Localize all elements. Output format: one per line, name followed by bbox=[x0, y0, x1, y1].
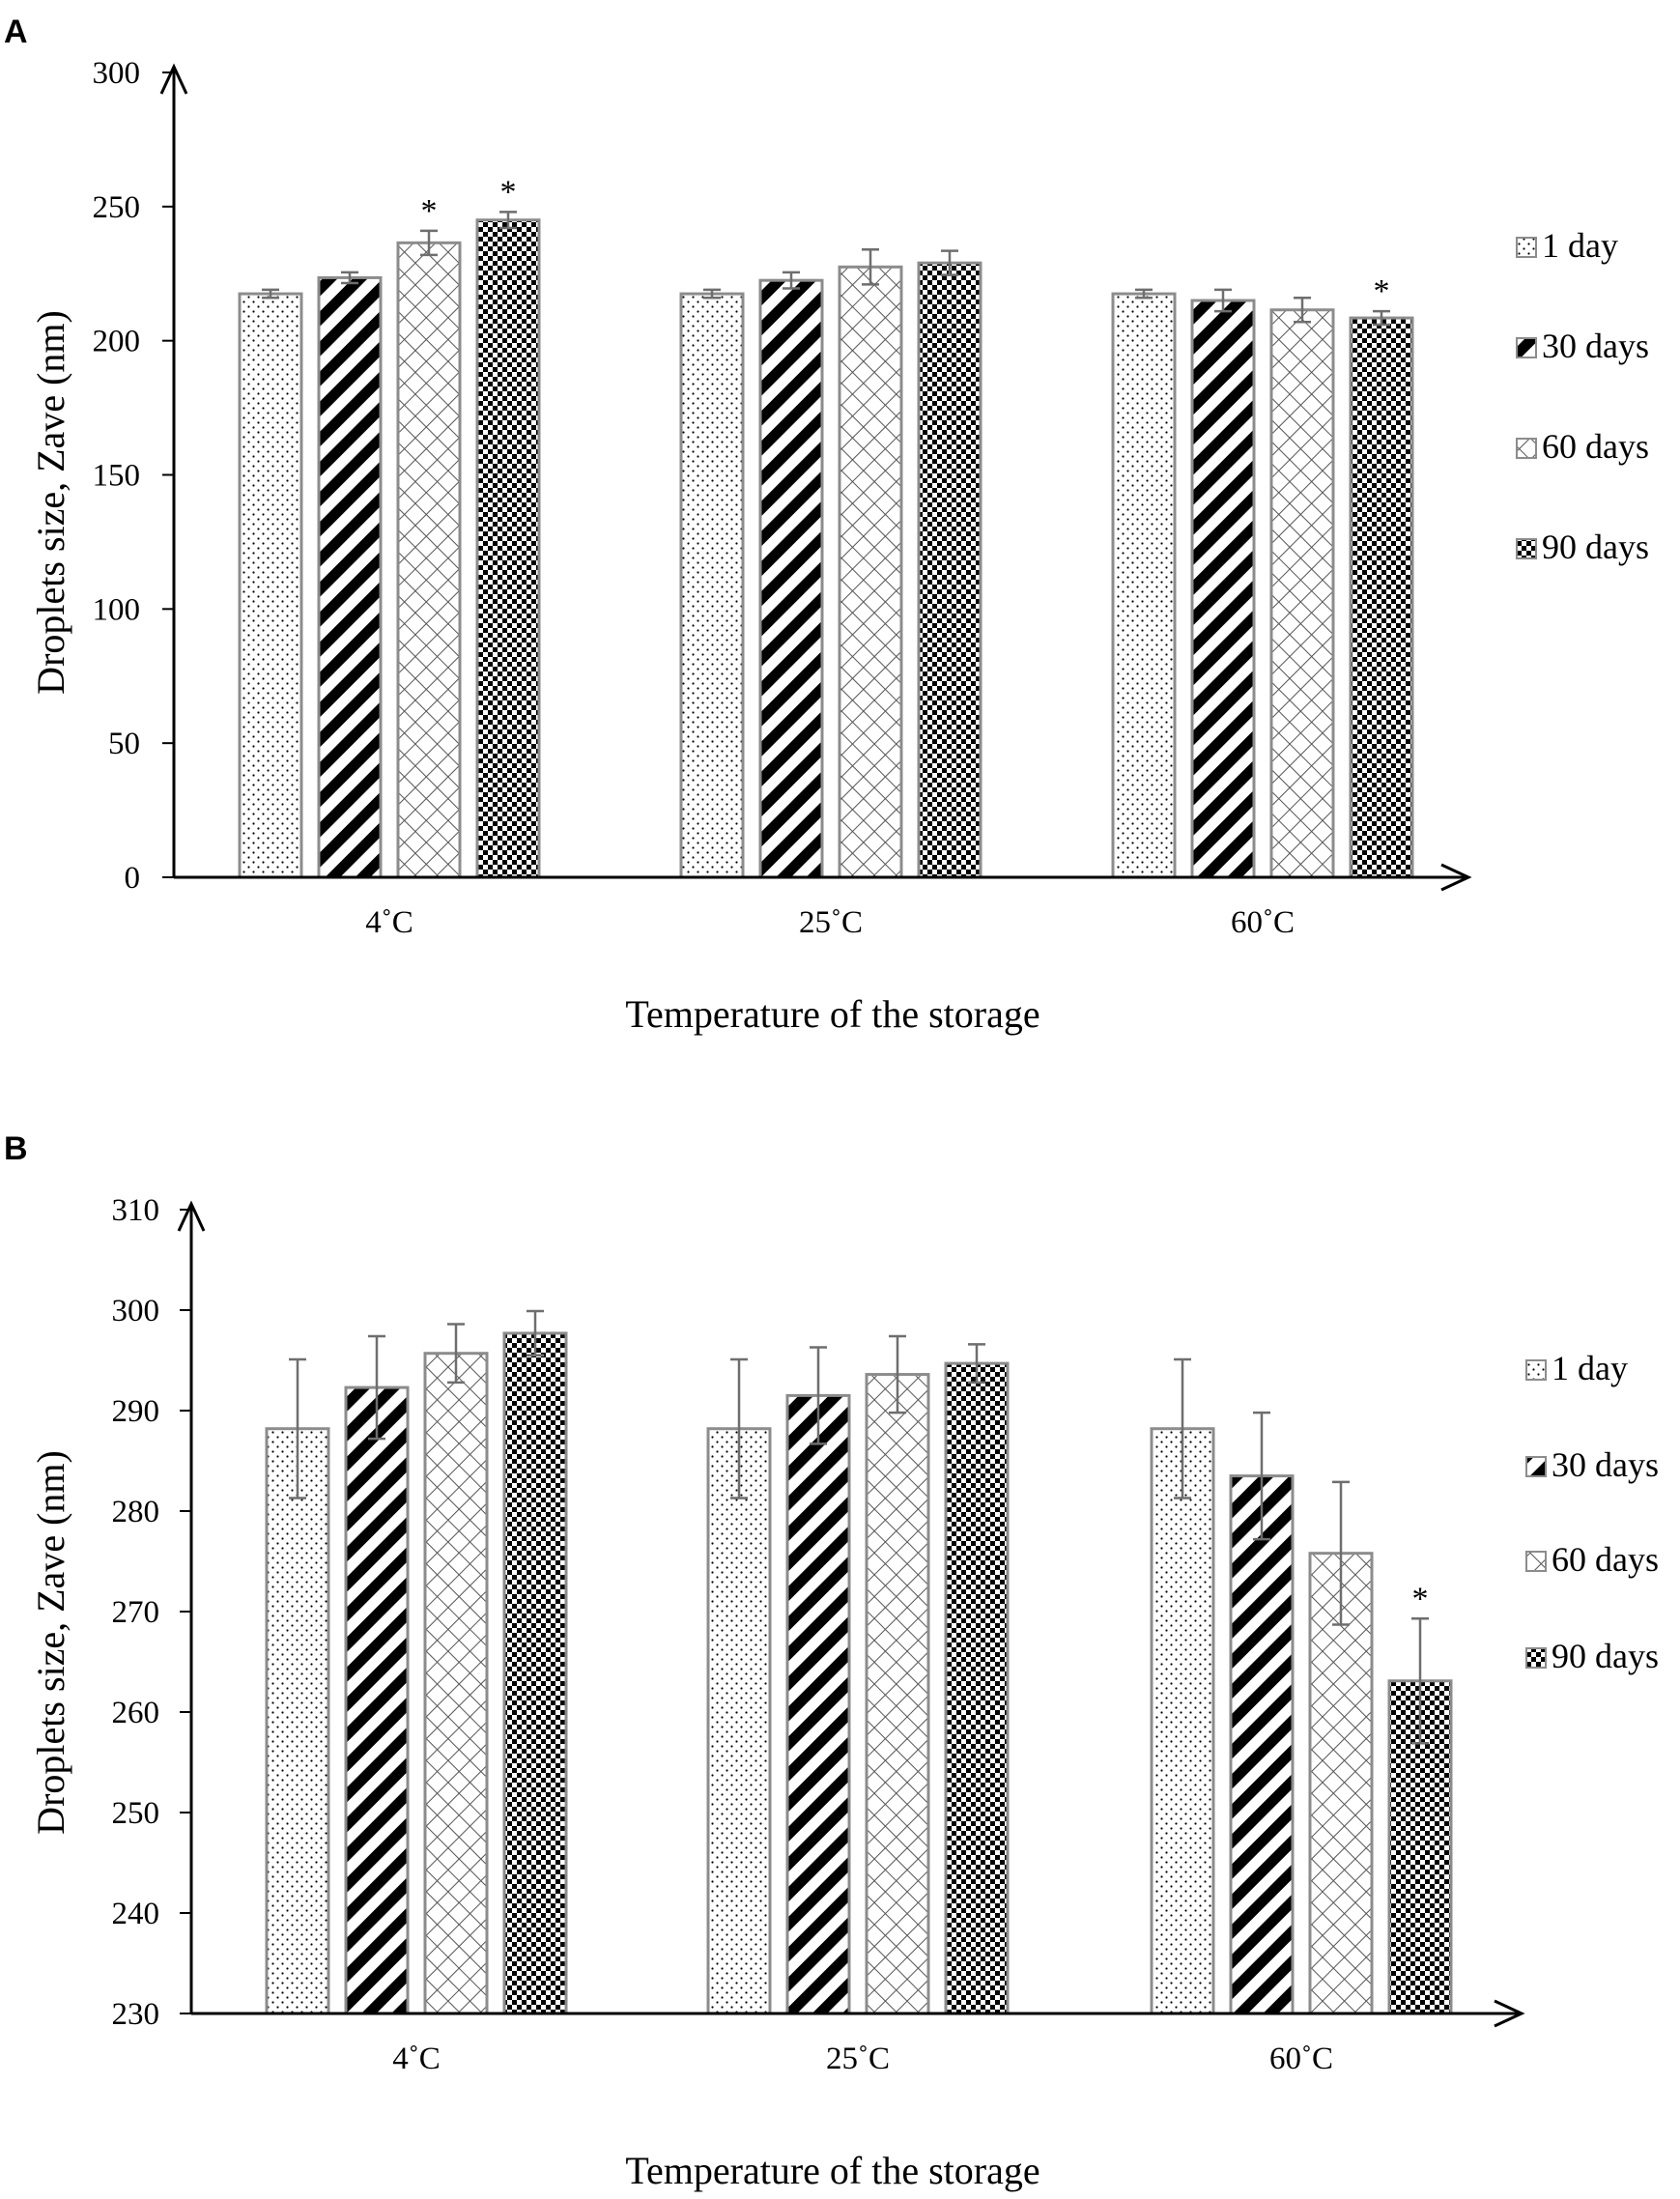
x-axis-arrowhead bbox=[1494, 1999, 1525, 2028]
significance-marker: * bbox=[421, 193, 438, 229]
legend-label: 90 days bbox=[1552, 1637, 1659, 1675]
panel-b-x-axis-title: Temperature of the storage bbox=[625, 2149, 1039, 2192]
bar bbox=[679, 292, 745, 879]
significance-marker: * bbox=[500, 174, 517, 210]
bar bbox=[475, 218, 541, 879]
y-tick-label: 250 bbox=[93, 190, 141, 225]
bar bbox=[865, 1373, 930, 2015]
panel-a-letter: A bbox=[4, 14, 28, 50]
bar bbox=[238, 292, 303, 879]
y-tick-label: 200 bbox=[93, 325, 141, 359]
y-tick-label: 300 bbox=[93, 56, 141, 91]
y-tick-label: 260 bbox=[112, 1696, 160, 1730]
bar bbox=[344, 1385, 410, 2015]
legend-label: 60 days bbox=[1542, 427, 1649, 466]
y-tick-label: 300 bbox=[112, 1294, 160, 1328]
bar bbox=[1349, 316, 1414, 879]
y-tick-label: 280 bbox=[112, 1495, 160, 1529]
legend-label: 30 days bbox=[1552, 1445, 1659, 1484]
bar bbox=[758, 278, 824, 879]
y-tick-label: 290 bbox=[112, 1394, 160, 1429]
x-tick-label: 25˚C bbox=[799, 905, 863, 940]
bar bbox=[1190, 299, 1256, 879]
legend-swatch bbox=[1525, 1551, 1547, 1572]
x-tick-label: 25˚C bbox=[826, 2042, 890, 2076]
y-axis-arrowhead bbox=[177, 1200, 206, 1232]
bar bbox=[706, 1427, 772, 2015]
legend-label: 1 day bbox=[1542, 226, 1618, 265]
y-tick-label: 240 bbox=[112, 1897, 160, 1931]
legend-swatch bbox=[1516, 538, 1537, 559]
panel-b-letter: B bbox=[4, 1130, 28, 1167]
bar bbox=[1229, 1474, 1295, 2015]
legend-swatch bbox=[1525, 1456, 1547, 1477]
y-tick-label: 0 bbox=[125, 861, 141, 896]
legend-swatch bbox=[1525, 1647, 1547, 1669]
panel-a-x-axis-title: Temperature of the storage bbox=[625, 992, 1039, 1036]
bar bbox=[917, 261, 982, 879]
bar bbox=[317, 275, 383, 879]
bar bbox=[785, 1393, 851, 2015]
y-axis-arrowhead bbox=[159, 63, 188, 95]
y-tick-label: 310 bbox=[112, 1193, 160, 1228]
y-tick-label: 250 bbox=[112, 1796, 160, 1831]
legend-swatch bbox=[1525, 1359, 1547, 1381]
bar bbox=[502, 1331, 568, 2015]
x-tick-label: 60˚C bbox=[1231, 905, 1295, 940]
bar bbox=[265, 1427, 330, 2015]
legend-swatch bbox=[1516, 337, 1537, 358]
x-axis-arrowhead bbox=[1440, 863, 1472, 892]
bar bbox=[396, 241, 462, 879]
y-tick-label: 50 bbox=[108, 727, 140, 761]
legend-label: 90 days bbox=[1542, 528, 1649, 566]
y-tick-label: 270 bbox=[112, 1595, 160, 1630]
bar bbox=[1150, 1427, 1215, 2015]
significance-marker: * bbox=[1374, 273, 1390, 309]
panel-b-y-axis-title: Droplets size, Zave (nm) bbox=[29, 1450, 72, 1835]
panel-b: B Droplets size, Zave (nm) Temperature o… bbox=[4, 1130, 1659, 2192]
bar bbox=[1111, 292, 1177, 879]
y-tick-label: 100 bbox=[93, 592, 141, 627]
legend-swatch bbox=[1516, 237, 1537, 258]
x-tick-label: 60˚C bbox=[1269, 2042, 1333, 2076]
legend-label: 30 days bbox=[1542, 327, 1649, 365]
x-tick-label: 4˚C bbox=[392, 2042, 441, 2076]
panel-a-y-axis-title: Droplets size, Zave (nm) bbox=[29, 310, 72, 695]
x-tick-label: 4˚C bbox=[365, 905, 413, 940]
bar bbox=[944, 1361, 1010, 2015]
bar bbox=[423, 1352, 489, 2015]
bar bbox=[838, 265, 903, 879]
bar bbox=[1269, 308, 1335, 879]
panel-a: A Droplets size, Zave (nm) Temperature o… bbox=[4, 14, 1649, 1036]
y-tick-label: 150 bbox=[93, 459, 141, 494]
y-tick-label: 230 bbox=[112, 1997, 160, 2032]
legend-label: 60 days bbox=[1552, 1540, 1659, 1579]
legend-label: 1 day bbox=[1552, 1349, 1628, 1387]
significance-marker: * bbox=[1412, 1581, 1429, 1616]
legend-swatch bbox=[1516, 438, 1537, 459]
